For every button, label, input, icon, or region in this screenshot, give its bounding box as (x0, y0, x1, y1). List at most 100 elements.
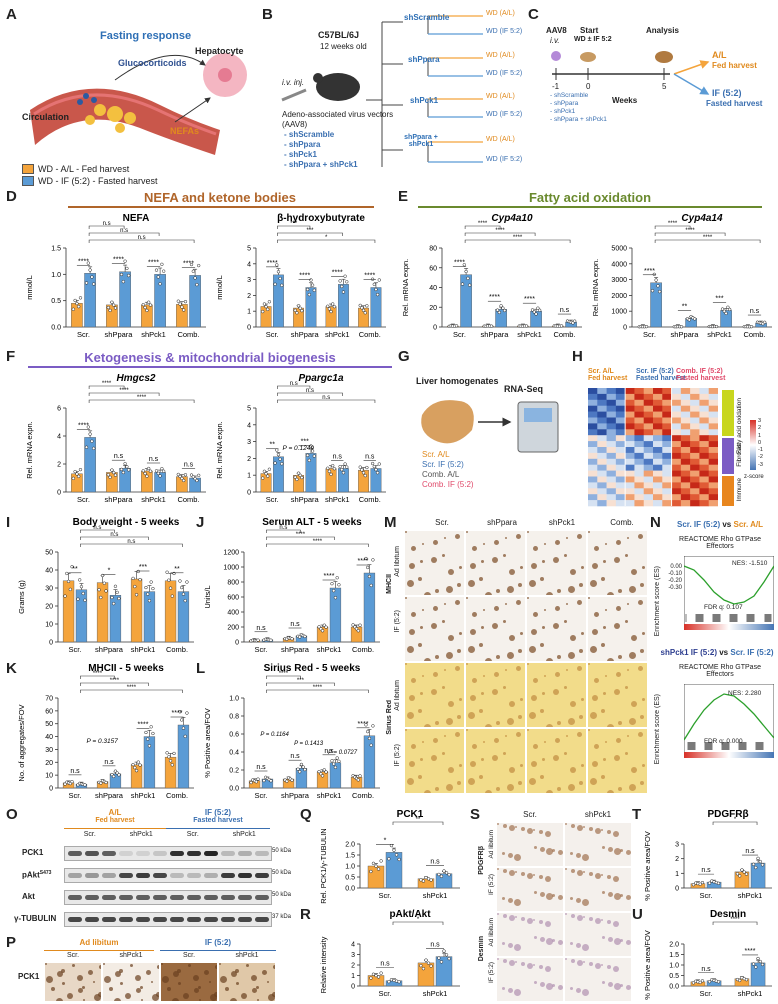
gsea2-comparison: shPck1 IF (5:2) vs Scr. IF (5:2) (660, 648, 774, 657)
arm3-if: WD (IF 5:2) (486, 111, 523, 118)
blot-band (102, 895, 116, 900)
heatmap-cell (634, 441, 645, 448)
blot-band (221, 873, 235, 878)
blot-band (204, 851, 218, 856)
heatmap-cell (643, 399, 654, 406)
heatmap-cell (634, 482, 645, 489)
micrograph (404, 662, 465, 728)
nefa-point (106, 305, 110, 310)
heatmap-cell (625, 482, 635, 489)
nefa-if-bar (189, 275, 201, 328)
cyp10-point (462, 263, 466, 267)
sirius-ytick: 0.6 (229, 732, 239, 739)
cyp14-group-label: Comb. (743, 330, 765, 339)
alt-ylabel: Units/L (203, 585, 212, 608)
bhb-point (300, 309, 304, 313)
panel-label-m: M (384, 514, 397, 531)
hmgcs2-point (90, 439, 94, 443)
pck1-point (376, 867, 381, 871)
heatmap-cell (597, 388, 607, 395)
tick-5: 5 (662, 82, 667, 91)
desmin-point (758, 959, 762, 964)
nefa-significance: **** (78, 258, 89, 265)
heatmap-cell (699, 417, 710, 424)
heatmap-cell (653, 441, 663, 448)
heatmap-cell (680, 423, 691, 430)
ppargc-point (327, 469, 332, 473)
bw-ytick: 10 (45, 622, 53, 629)
bhb-ytick: 2 (247, 293, 251, 300)
heatmap-cell (690, 470, 700, 477)
heatmap-cell (634, 494, 645, 501)
o-if-header: IF (5:2) Fasted harvest (193, 808, 243, 824)
mhc-point (133, 765, 137, 770)
heatmap-cell (708, 423, 718, 430)
pck1-point (442, 869, 446, 873)
heatmap-cell (708, 405, 718, 412)
ppargc-group-label: Scr. (266, 495, 279, 504)
pakt-ylabel: Relative intensity (319, 936, 328, 993)
ppargc-point (345, 465, 349, 469)
heatmap-cell (653, 488, 663, 495)
heatmap-cell (708, 441, 718, 448)
cyp14-point (656, 284, 660, 288)
heatmap-cell (671, 388, 682, 395)
ppargc-point (326, 466, 330, 470)
pck1-point (429, 878, 433, 882)
pakt-point (374, 973, 378, 978)
cyp10-point (532, 310, 536, 314)
cyp10-significance: **** (454, 260, 465, 267)
rnaseq-label: RNA-Seq (504, 384, 544, 394)
nefa-point (180, 305, 184, 309)
bw-point (165, 570, 169, 574)
heatmap-cell (653, 500, 663, 507)
heatmap-cell (588, 500, 598, 507)
hmgcs2-significance: **** (78, 422, 89, 429)
blot-band (238, 895, 252, 900)
heatmap-cell (699, 411, 710, 418)
pdgf-point (758, 859, 762, 864)
heatmap-cell (690, 388, 700, 395)
gsea2-plot (684, 684, 774, 758)
cyp14-point (658, 289, 662, 294)
pakt-point (442, 949, 446, 953)
immune-category-bar (722, 476, 734, 506)
heatmap-cell (615, 417, 626, 424)
cyp10-point (524, 324, 529, 328)
blot-band (68, 895, 82, 900)
desmin-title: Desmin (710, 909, 746, 920)
heatmap-cell (690, 417, 700, 424)
sirius-point (369, 743, 373, 747)
hmgcs2-point (125, 465, 129, 469)
heatmap-cell (690, 464, 700, 471)
nefa-point (162, 269, 166, 273)
mhc-group-label: Scr. (69, 791, 82, 800)
mhc-point (131, 762, 135, 767)
ppargc-point (329, 472, 333, 477)
blot-band (136, 895, 150, 900)
mhc-group-label: shPpara (95, 791, 124, 800)
bw-point (183, 599, 187, 603)
ppargc-point (341, 471, 346, 475)
heatmap-cell (708, 417, 718, 424)
heatmap-cell (606, 464, 617, 471)
sirius-point (319, 772, 323, 776)
pck1-point (447, 873, 451, 877)
heatmap-cell (708, 388, 718, 395)
heatmap-cell (690, 405, 700, 412)
hmgcs2-al-bar (71, 473, 83, 493)
heatmap-cell (588, 388, 598, 395)
pakt-akt-chart: pAkt/Akt 0 1 2 3 4 Relative intensity n.s Scr. n.… (319, 909, 460, 998)
m-stain-sirius: Sirius Red (386, 700, 393, 735)
bw-point (70, 565, 74, 569)
gsea1-plot (684, 556, 774, 630)
heatmap-cell (662, 476, 672, 483)
nefa-point (143, 305, 147, 310)
heatmap-cell (699, 464, 710, 471)
heatmap-cell (662, 447, 672, 454)
bw-point (117, 596, 121, 601)
cyp14-point (650, 289, 655, 293)
heatmap-cell (653, 417, 663, 424)
heatmap-cell (699, 429, 710, 436)
heatmap-cell (588, 452, 598, 460)
